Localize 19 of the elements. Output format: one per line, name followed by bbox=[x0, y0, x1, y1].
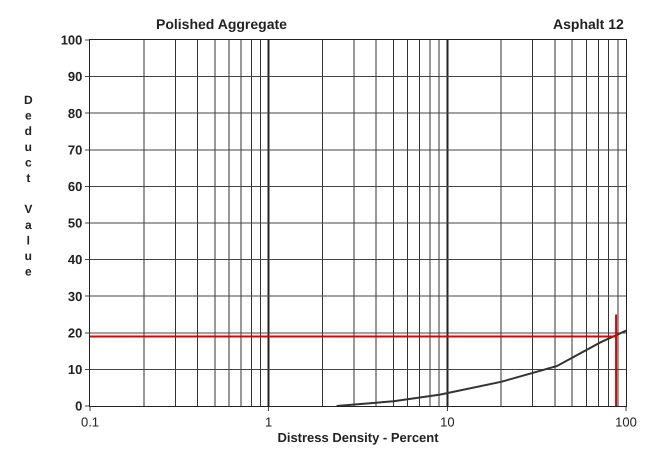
y-tick-label: 100 bbox=[60, 32, 82, 48]
x-tick-label: 0.1 bbox=[80, 414, 100, 430]
y-tick-label: 40 bbox=[68, 252, 82, 268]
y-tick-label: 90 bbox=[68, 69, 82, 84]
chart-subtitle: Asphalt 12 bbox=[553, 16, 624, 32]
text: Deduct Value bbox=[24, 93, 33, 279]
y-tick-label: 20 bbox=[68, 325, 82, 340]
y-tick-label: 30 bbox=[68, 288, 82, 304]
y-tick-label: 80 bbox=[68, 106, 82, 121]
chart-title: Polished Aggregate bbox=[156, 16, 288, 32]
y-tick-label: 50 bbox=[68, 216, 82, 231]
x-axis-title: Distress Density - Percent bbox=[277, 430, 440, 446]
y-tick-label: 10 bbox=[68, 362, 82, 377]
x-tick-label: 100 bbox=[615, 414, 637, 430]
y-tick-label: 70 bbox=[68, 142, 82, 158]
y-tick-label: 0 bbox=[75, 398, 82, 414]
y-tick-label: 60 bbox=[68, 178, 82, 194]
x-tick-label: 1 bbox=[265, 414, 272, 430]
x-tick-label: 10 bbox=[440, 414, 455, 430]
